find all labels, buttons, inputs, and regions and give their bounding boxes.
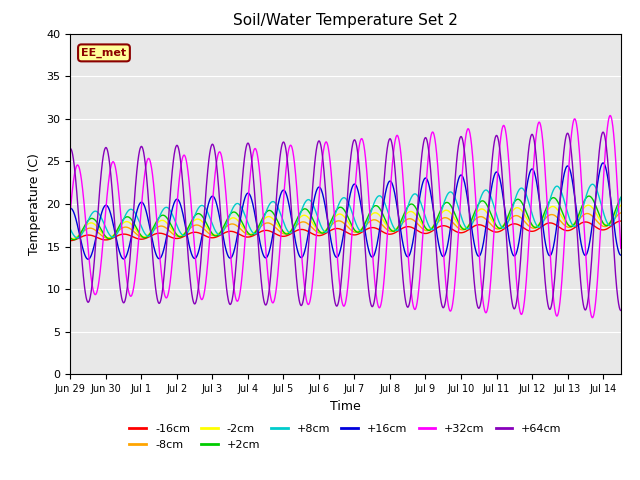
-16cm bbox=[319, 232, 327, 238]
+8cm bbox=[589, 181, 596, 187]
-16cm bbox=[601, 227, 609, 233]
-8cm bbox=[68, 236, 76, 242]
Line: +8cm: +8cm bbox=[70, 184, 621, 238]
Text: EE_met: EE_met bbox=[81, 48, 127, 58]
+32cm bbox=[601, 151, 609, 156]
Line: -2cm: -2cm bbox=[70, 205, 621, 239]
+64cm bbox=[67, 146, 74, 152]
-2cm bbox=[617, 203, 625, 208]
+2cm bbox=[335, 205, 342, 211]
+8cm bbox=[67, 227, 74, 232]
+2cm bbox=[320, 230, 328, 236]
-2cm bbox=[335, 211, 342, 217]
-16cm bbox=[500, 226, 508, 232]
+2cm bbox=[500, 222, 508, 228]
-2cm bbox=[95, 226, 102, 232]
-8cm bbox=[500, 223, 508, 228]
+64cm bbox=[334, 301, 342, 307]
+32cm bbox=[601, 155, 609, 160]
+64cm bbox=[599, 129, 607, 135]
+2cm bbox=[601, 222, 609, 228]
+32cm bbox=[500, 122, 508, 128]
Line: -16cm: -16cm bbox=[70, 221, 621, 240]
+2cm bbox=[95, 222, 102, 228]
-16cm bbox=[617, 218, 625, 224]
-2cm bbox=[500, 221, 508, 227]
+8cm bbox=[95, 211, 102, 216]
-2cm bbox=[601, 222, 609, 228]
+8cm bbox=[74, 235, 81, 241]
+8cm bbox=[335, 203, 342, 208]
+16cm bbox=[320, 195, 328, 201]
+32cm bbox=[95, 281, 102, 287]
Line: +2cm: +2cm bbox=[70, 196, 621, 240]
+2cm bbox=[602, 222, 609, 228]
+16cm bbox=[95, 222, 102, 228]
+64cm bbox=[95, 203, 102, 208]
-16cm bbox=[334, 226, 342, 231]
+32cm bbox=[334, 263, 342, 269]
-8cm bbox=[320, 229, 328, 235]
+16cm bbox=[500, 201, 508, 206]
+8cm bbox=[320, 228, 328, 234]
+2cm bbox=[617, 195, 625, 201]
+8cm bbox=[500, 225, 508, 231]
+16cm bbox=[84, 256, 92, 262]
X-axis label: Time: Time bbox=[330, 400, 361, 413]
-16cm bbox=[67, 238, 74, 243]
-16cm bbox=[95, 235, 102, 241]
-16cm bbox=[601, 227, 609, 232]
+64cm bbox=[500, 195, 508, 201]
-2cm bbox=[69, 236, 77, 242]
+16cm bbox=[601, 163, 609, 168]
-8cm bbox=[601, 224, 609, 229]
Line: +16cm: +16cm bbox=[70, 163, 621, 259]
+16cm bbox=[602, 164, 609, 169]
+32cm bbox=[67, 207, 74, 213]
Line: +64cm: +64cm bbox=[70, 132, 621, 311]
-2cm bbox=[320, 229, 328, 235]
+16cm bbox=[67, 205, 74, 211]
-2cm bbox=[602, 222, 609, 228]
+16cm bbox=[335, 253, 342, 259]
+32cm bbox=[319, 148, 327, 154]
+16cm bbox=[617, 252, 625, 258]
+8cm bbox=[617, 194, 625, 200]
+32cm bbox=[617, 245, 625, 251]
+64cm bbox=[601, 133, 609, 139]
Line: -8cm: -8cm bbox=[70, 213, 621, 239]
-8cm bbox=[617, 210, 625, 216]
+64cm bbox=[601, 135, 609, 141]
-2cm bbox=[67, 235, 74, 241]
-8cm bbox=[601, 224, 609, 229]
-2cm bbox=[584, 202, 592, 208]
-8cm bbox=[335, 218, 342, 224]
+2cm bbox=[67, 235, 74, 240]
-8cm bbox=[67, 236, 74, 241]
Legend: -16cm, -8cm, -2cm, +2cm, +8cm, +16cm, +32cm, +64cm: -16cm, -8cm, -2cm, +2cm, +8cm, +16cm, +3… bbox=[125, 420, 566, 454]
+2cm bbox=[70, 237, 78, 242]
+32cm bbox=[589, 315, 596, 321]
Title: Soil/Water Temperature Set 2: Soil/Water Temperature Set 2 bbox=[233, 13, 458, 28]
+8cm bbox=[601, 215, 609, 221]
+64cm bbox=[319, 162, 327, 168]
+32cm bbox=[606, 113, 614, 119]
-8cm bbox=[95, 230, 102, 236]
Y-axis label: Temperature (C): Temperature (C) bbox=[28, 153, 41, 255]
+64cm bbox=[617, 308, 625, 313]
+8cm bbox=[602, 216, 609, 221]
Line: +32cm: +32cm bbox=[70, 116, 621, 318]
+16cm bbox=[599, 160, 607, 166]
+2cm bbox=[585, 193, 593, 199]
